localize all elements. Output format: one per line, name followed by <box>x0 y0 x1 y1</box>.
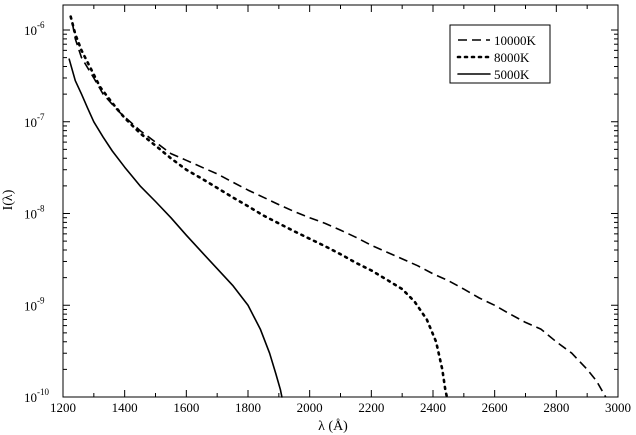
x-tick-label: 3000 <box>605 400 631 415</box>
x-tick-label: 1800 <box>235 400 261 415</box>
x-axis: 1200 1400 1600 1800 2000 2200 2400 2600 2800 3000 <box>50 5 631 415</box>
y-tick-exponent: -8 <box>37 204 45 214</box>
y-tick-label: 10 <box>24 298 37 313</box>
x-tick-label: 1400 <box>112 400 138 415</box>
y-tick-label: 10 <box>24 390 37 405</box>
x-tick-label: 2400 <box>420 400 446 415</box>
x-tick-label: 2200 <box>358 400 384 415</box>
series-line-10000K <box>71 22 607 398</box>
y-tick-label: 10 <box>24 115 37 130</box>
y-tick-exponent: -10 <box>37 387 49 397</box>
x-axis-label: λ (Å) <box>318 418 348 434</box>
y-axis-label: I(λ) <box>1 189 16 210</box>
series-layer <box>68 15 607 399</box>
x-tick-label: 2600 <box>482 400 508 415</box>
series-line-5000K <box>68 58 283 398</box>
x-tick-label: 2000 <box>297 400 323 415</box>
series-line-8000K <box>69 15 449 399</box>
legend-label: 8000K <box>494 50 530 65</box>
legend-label: 5000K <box>494 67 530 82</box>
x-tick-label: 2800 <box>543 400 569 415</box>
legend: 10000K 8000K 5000K <box>449 24 551 84</box>
y-tick-exponent: -9 <box>37 295 45 305</box>
y-tick-label: 10 <box>24 207 37 222</box>
y-tick-exponent: -6 <box>37 20 45 30</box>
y-tick-label: 10 <box>24 23 37 38</box>
y-tick-exponent: -7 <box>37 112 45 122</box>
x-tick-label: 1200 <box>50 400 76 415</box>
x-tick-label: 1600 <box>173 400 199 415</box>
legend-label: 10000K <box>494 33 537 48</box>
